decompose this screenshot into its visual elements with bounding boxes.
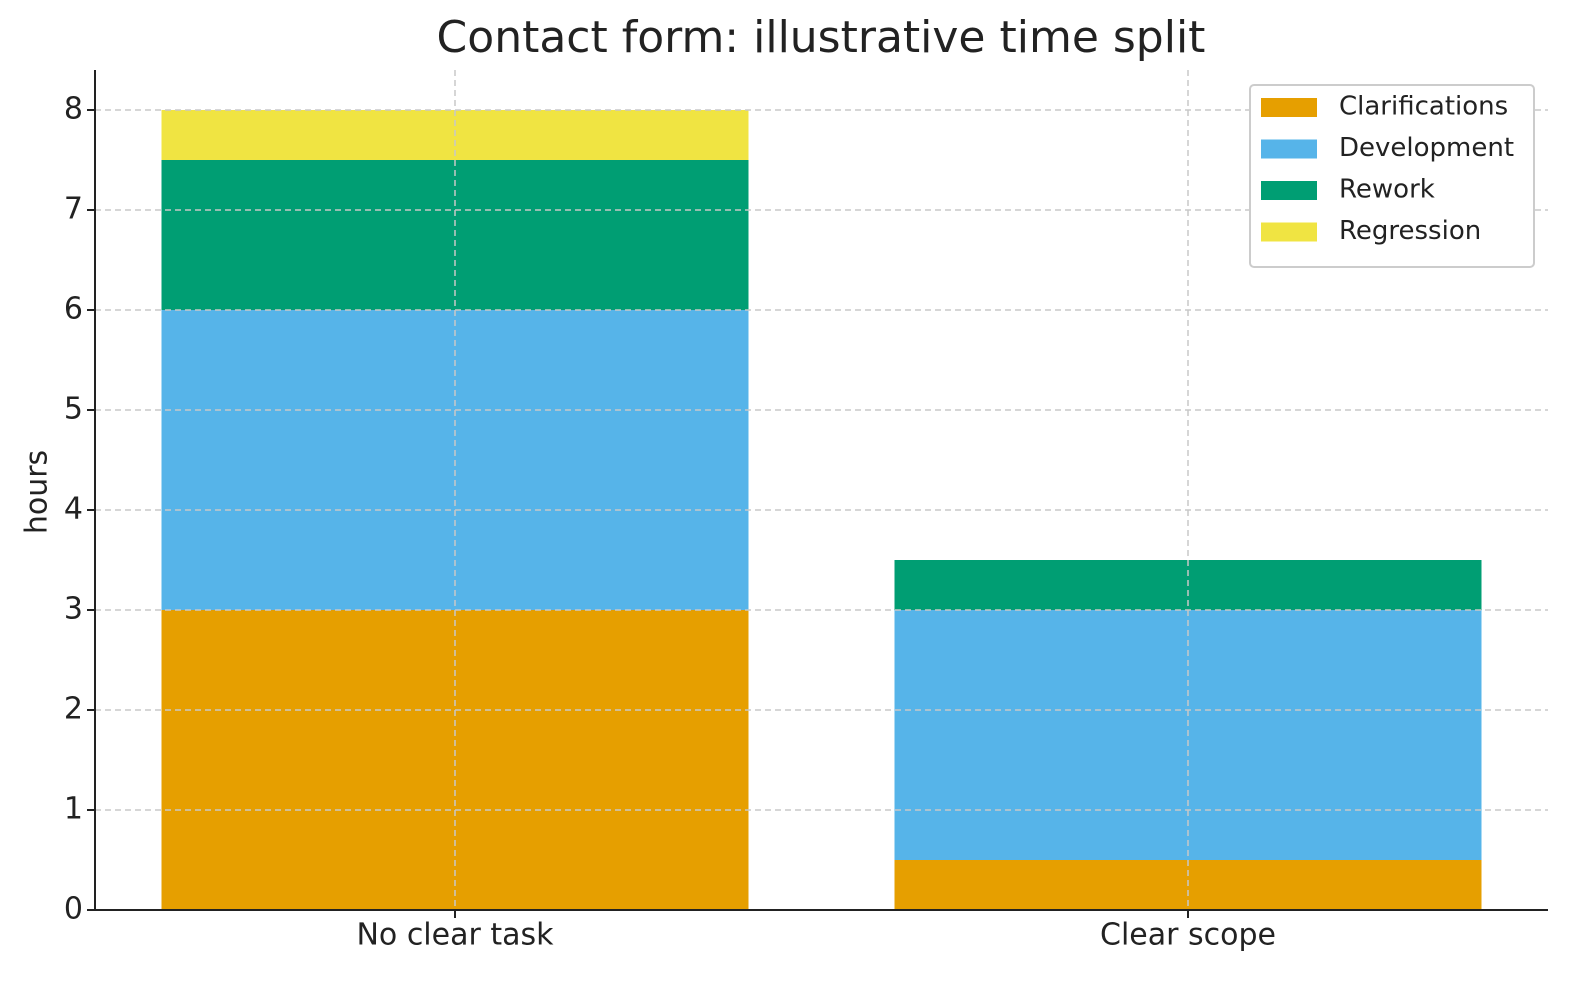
y-tick-label: 5 <box>64 392 83 427</box>
y-axis-label: hours <box>20 450 55 534</box>
legend-label: Regression <box>1339 216 1481 246</box>
y-tick-label: 1 <box>64 792 83 827</box>
y-tick-label: 3 <box>64 592 83 627</box>
y-tick-label: 2 <box>64 692 83 727</box>
legend-label: Development <box>1339 133 1514 163</box>
legend-swatch <box>1261 181 1317 200</box>
y-tick-label: 4 <box>64 492 83 527</box>
legend-swatch <box>1261 98 1317 117</box>
y-tick-label: 0 <box>64 892 83 927</box>
chart-title: Contact form: illustrative time split <box>437 12 1206 63</box>
y-tick-label: 7 <box>64 192 83 227</box>
legend-swatch <box>1261 222 1317 242</box>
x-tick-label: No clear task <box>356 918 554 953</box>
x-tick-label: Clear scope <box>1100 918 1276 953</box>
legend-swatch <box>1261 139 1317 159</box>
legend-box <box>1249 84 1535 268</box>
legend-label: Clarifications <box>1339 92 1508 122</box>
y-tick-label: 8 <box>64 92 83 127</box>
y-tick-label: 6 <box>64 292 83 327</box>
legend-label: Rework <box>1339 175 1435 205</box>
